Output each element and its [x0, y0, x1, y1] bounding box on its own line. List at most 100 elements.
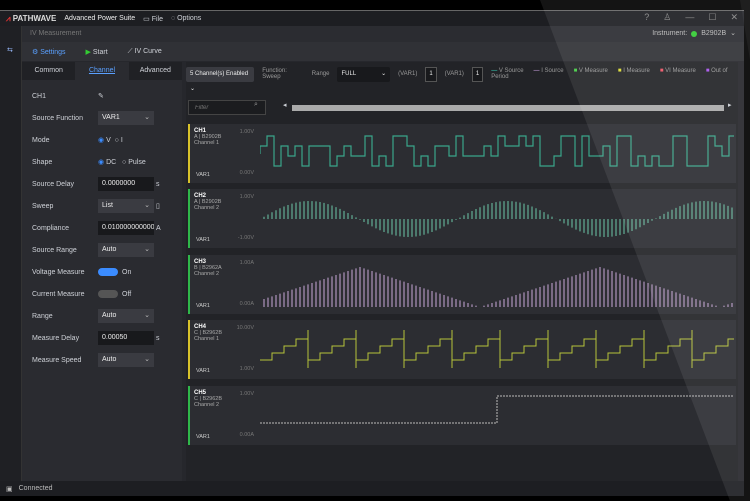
iv-curve-button[interactable]: ⟋ IV Curve — [127, 47, 162, 55]
channel-row[interactable]: CH2 A | B2902B Channel 2 1.00V -1.00V VAR1 — [188, 189, 736, 248]
tab-advanced[interactable]: Advanced — [128, 62, 182, 80]
help-icon[interactable]: ? — [644, 12, 650, 22]
current-measure-toggle[interactable] — [98, 290, 118, 298]
play-icon: ▶ — [85, 48, 91, 56]
legend-item: — V Source — [491, 68, 524, 74]
range-label: Range — [311, 71, 330, 77]
legend-item: ■ VI Measure — [659, 68, 696, 74]
legend-item: ■ I Measure — [617, 68, 650, 74]
toggle-state: Off — [122, 290, 132, 298]
sub-header: IV Measurement Instrument: B2902B ⌄ — [22, 26, 744, 42]
legend-item: ■ V Measure — [573, 68, 608, 74]
instrument-selector[interactable]: Instrument: B2902B ⌄ — [652, 26, 736, 42]
waveform-ch3 — [263, 267, 733, 307]
legend-item: — I Source — [533, 68, 564, 74]
settings-button[interactable]: ⚙ Settings — [32, 48, 66, 56]
page-title: IV Measurement — [30, 30, 82, 37]
label: Source Range — [32, 246, 77, 254]
waveform-ch5 — [260, 395, 734, 424]
connected-dot — [691, 31, 698, 37]
channel-label: CH4 C | B2962B Channel 1 10.00V 1.00V VAR1 — [188, 320, 258, 379]
channel-row[interactable]: CH3 B | B2962A Channel 2 1.00A 0.00A VAR1 — [188, 255, 736, 314]
menu-options[interactable]: ◌ Options — [170, 15, 202, 22]
series-line — [260, 330, 734, 368]
series-line — [260, 395, 734, 424]
legend: — V Source — I Source ■ V Measure ■ I Measu… — [491, 68, 738, 80]
compliance-input[interactable]: 0.0100000000000 — [98, 221, 154, 235]
range-select[interactable]: FULL ⌄ — [337, 66, 391, 82]
close-button[interactable]: ✕ — [730, 12, 738, 22]
sweep-select[interactable]: List ⌄ — [98, 199, 154, 213]
terminal-icon: ▣ — [6, 485, 13, 493]
voltage-measure-toggle[interactable] — [98, 268, 118, 276]
status-bar: ▣ Connected — [0, 481, 744, 496]
menu-file[interactable]: ▭ File — [143, 15, 163, 23]
toggle-state: On — [122, 268, 132, 276]
tab-channel[interactable]: Channel — [75, 62, 129, 80]
label: Shape — [32, 158, 53, 166]
source-function-select[interactable]: VAR1 ⌄ — [98, 111, 154, 125]
minimize-button[interactable]: — — [685, 12, 695, 22]
range-select[interactable]: Auto ⌄ — [98, 309, 154, 323]
channel-label: CH3 B | B2962A Channel 2 1.00A 0.00A VAR1 — [188, 255, 258, 314]
scroll-left[interactable]: ◂ — [283, 102, 287, 109]
search-icon: ⌕ — [254, 101, 258, 108]
toolbar: ⚙ Settings ▶ Start ⟋ IV Curve — [22, 42, 744, 61]
app-title: Advanced Power Suite — [64, 15, 136, 22]
label: Range — [32, 312, 53, 320]
swap-icon[interactable]: ⇆ — [7, 47, 13, 54]
label: Voltage Measure — [32, 268, 85, 276]
edit-icon[interactable]: ✎ — [98, 93, 104, 100]
maximize-button[interactable]: ☐ — [708, 12, 717, 22]
var1-input[interactable]: 1 — [425, 66, 437, 82]
waveform-ch4 — [260, 330, 734, 368]
waveform-ch1 — [260, 135, 734, 167]
unit: s — [155, 180, 160, 188]
scroll-right[interactable]: ▸ — [728, 102, 732, 109]
var1-label: (VAR1) — [398, 71, 418, 77]
mode-radio-v[interactable]: ◉ V — [98, 137, 111, 144]
var1b-input[interactable]: 1 — [471, 66, 484, 82]
label: Current Measure — [32, 290, 85, 298]
source-range-select[interactable]: Auto ⌄ — [98, 243, 154, 257]
tab-common[interactable]: Common — [22, 62, 76, 80]
waveform-ch2 — [263, 201, 733, 237]
channel-label: CH2 A | B2902B Channel 2 1.00V -1.00V VAR1 — [188, 189, 258, 248]
source-delay-input[interactable]: 0.0000000 — [98, 177, 154, 191]
series-line — [260, 135, 734, 167]
horizontal-scrollbar[interactable] — [292, 105, 724, 111]
channel-name: CH1 — [32, 92, 47, 100]
label: Sweep — [32, 202, 54, 210]
measure-speed-select[interactable]: Auto ⌄ — [98, 353, 154, 367]
channel-settings-panel: CH1 ✎ Source Function VAR1 ⌄ Mode ◉ V ○ I Sh… — [22, 80, 182, 482]
settings-tabs: Common Channel Advanced — [22, 62, 182, 80]
shape-radio-pulse[interactable]: ○ Pulse — [122, 158, 146, 166]
label: Source Function — [32, 114, 83, 122]
list-icon[interactable]: ▯ — [155, 203, 160, 210]
instrument-name: B2902B — [701, 30, 727, 37]
title-bar: ⩘ PATHWAVE Advanced Power Suite ▭ File ◌… — [0, 11, 744, 26]
channel-row[interactable]: CH4 C | B2962B Channel 1 10.00V 1.00V VAR1 — [188, 320, 736, 379]
plot-toolbar: 5 Channel(s) Enabled ⌄ Function: Sweep R… — [186, 66, 738, 92]
chevron-down-icon: ⌄ — [730, 30, 736, 37]
start-button[interactable]: ▶ Start — [85, 48, 108, 56]
connection-status: Connected — [18, 485, 53, 492]
mode-radio-i[interactable]: ○ I — [114, 136, 123, 144]
shape-radio-dc[interactable]: ◉ DC — [98, 159, 117, 166]
unit: A — [155, 224, 161, 232]
legend-item: ■ Out of Period — [491, 68, 728, 80]
app-window: ⩘ PATHWAVE Advanced Power Suite ▭ File ◌… — [0, 10, 744, 496]
label: Measure Delay — [32, 334, 80, 342]
filter-input[interactable] — [188, 100, 266, 115]
channel-row[interactable]: CH1 A | B2902B Channel 1 1.00V 0.00V VAR1 — [188, 124, 736, 183]
label: Mode — [32, 136, 50, 144]
label: Source Delay — [32, 180, 75, 188]
function-label: Function: Sweep — [262, 68, 287, 80]
measure-delay-input[interactable]: 0.00050 — [98, 331, 154, 345]
channel-label: CH1 A | B2902B Channel 1 1.00V 0.00V VAR1 — [188, 124, 258, 183]
channel-row[interactable]: CH5 C | B2962B Channel 2 1.00V 0.00A VAR1 — [188, 386, 736, 445]
user-icon[interactable]: ♙ — [663, 12, 672, 22]
channels-enabled-select[interactable]: 5 Channel(s) Enabled ⌄ — [186, 66, 255, 92]
unit: s — [155, 334, 160, 342]
label: Compliance — [32, 224, 69, 232]
